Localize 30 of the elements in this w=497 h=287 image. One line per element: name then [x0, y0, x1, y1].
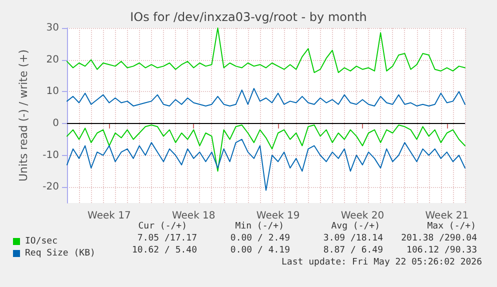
- text: 8.87 / 6.49: [323, 246, 384, 256]
- x-tick-label: Week 18: [172, 210, 216, 222]
- text: Min (-/+): [235, 222, 284, 232]
- text: Last update: Fri May 22 05:26:02 2026: [282, 258, 482, 268]
- text: 7.05 /17.17: [137, 234, 198, 244]
- text: 0.00 / 4.19: [230, 246, 290, 256]
- y-tick-label: -20: [42, 182, 59, 193]
- line-series: [66, 88, 466, 106]
- text: 106.12 /90.33: [406, 246, 478, 256]
- text: 10.62 / 5.40: [132, 246, 198, 256]
- chart-title: IOs for /dev/inxza03-vg/root - by month: [130, 10, 367, 24]
- text: Cur (-/+): [138, 222, 188, 232]
- y-tick-label: -10: [42, 150, 59, 161]
- y-tick-label: 0: [52, 118, 59, 129]
- text: Max (-/+): [427, 222, 476, 232]
- x-tick-label: Week 17: [88, 210, 131, 222]
- y-tick-label: 20: [46, 54, 59, 66]
- text: 0.00 / 2.49: [230, 234, 290, 244]
- text: 201.38 /290.04: [401, 234, 477, 244]
- legend-label: Req Size (KB): [25, 248, 96, 258]
- y-tick-label: 10: [46, 86, 59, 98]
- text: 3.09 /18.14: [323, 234, 384, 244]
- x-tick-label: Week 19: [256, 210, 300, 222]
- line-series: [66, 138, 466, 191]
- legend-label: IO/sec: [25, 236, 58, 246]
- x-tick-label: Week 20: [340, 210, 384, 222]
- x-tick-label: Week 21: [425, 210, 469, 222]
- text: Avg (-/+): [331, 222, 380, 232]
- y-tick-label: 30: [46, 22, 59, 34]
- y-axis-title: Units read (-) / write (+): [17, 49, 30, 182]
